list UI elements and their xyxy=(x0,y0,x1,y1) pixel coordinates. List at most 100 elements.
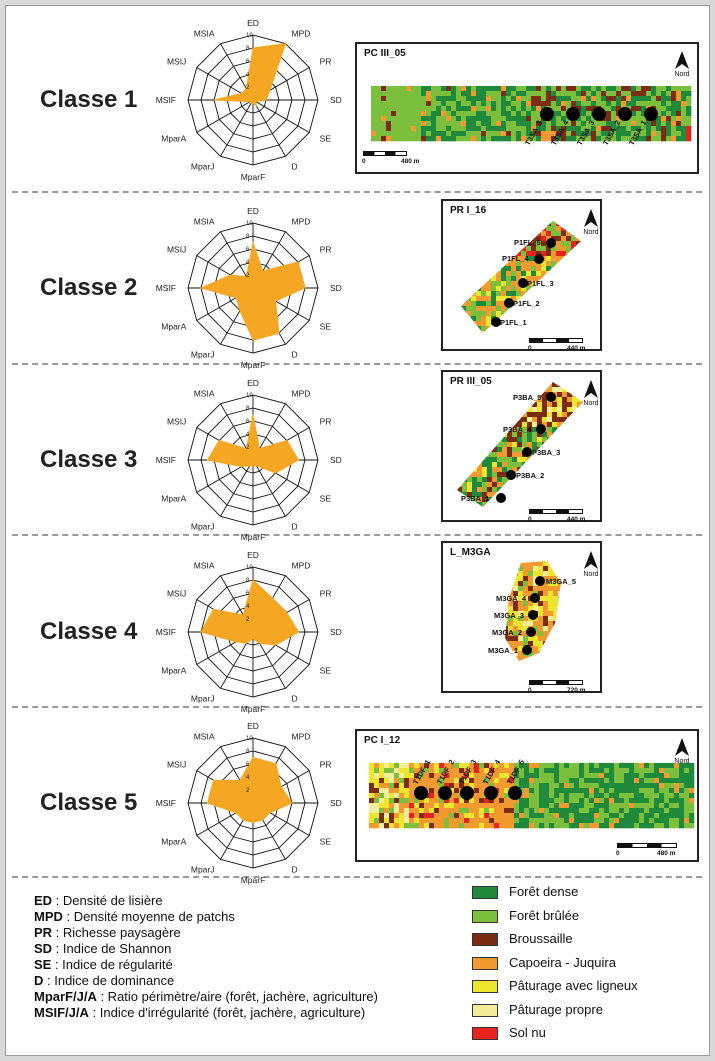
landcover-raster xyxy=(369,763,695,829)
radar-axis-label: PR xyxy=(320,57,332,67)
sampling-point xyxy=(526,627,536,637)
radar-data-area xyxy=(213,43,287,107)
radar-data-area xyxy=(199,240,306,341)
radar-axis-label: D xyxy=(292,694,298,704)
radar-axis-label: MparA xyxy=(161,837,186,847)
class-label: Classe 4 xyxy=(40,618,138,645)
legend-item-pasture-clean: Pâturage propre xyxy=(472,1001,702,1025)
legend-item-bare-soil: Sol nu xyxy=(472,1024,702,1048)
scale-label-end: 480 m xyxy=(657,850,676,857)
north-label: Nord xyxy=(674,71,690,78)
definition-item: MSIF/J/A : Indice d'irrégularité (forêt,… xyxy=(34,1005,366,1020)
row-separator xyxy=(12,363,702,365)
sampling-point xyxy=(535,576,545,586)
scale-bar xyxy=(363,151,407,156)
scale-bar xyxy=(617,843,677,848)
radar-spoke xyxy=(196,99,254,133)
legend-item-burnt-forest: Forêt brûlée xyxy=(472,907,702,931)
site-map: T1DF_1 T1DF_2 T1DF_3 T1DF_4 T1DF_5 PC I_12 Nor… xyxy=(355,729,699,862)
radar-axis-label: SE xyxy=(320,837,332,847)
scale-label-start: 0 xyxy=(616,850,620,857)
radar-axis-label: D xyxy=(292,162,298,172)
north-label: Nord xyxy=(674,758,690,765)
site-map-canvas: T3SA_5 T3SA_4 T3SA_3 T3SA_2 T3SA_1 xyxy=(371,51,692,147)
sampling-point xyxy=(540,107,554,121)
scale-label-start: 0 xyxy=(528,687,532,694)
sampling-point-label: P3BA_4 xyxy=(503,425,532,434)
radar-axis-label: D xyxy=(292,865,298,875)
radar-axis-label: PR xyxy=(320,245,332,255)
radar-axis-label: MparJ xyxy=(191,162,215,172)
radar-axis-label: ED xyxy=(247,18,259,28)
radar-axis-label: MPD xyxy=(292,731,311,741)
site-map: P3BA_5 P3BA_4 P3BA_3 P3BA_2 P3BA_1 PR III_05 N… xyxy=(441,370,602,523)
site-map-canvas: P1FL_5 P1FL_4 P1FL_3 P1FL_2 P1FL_1 xyxy=(461,209,598,333)
north-arrow-icon xyxy=(675,51,689,69)
sampling-point xyxy=(530,593,540,603)
radar-tick-label: 4 xyxy=(246,260,250,266)
radar-axis-label: SE xyxy=(320,322,332,332)
site-map-title: PC III_05 xyxy=(364,48,406,59)
radar-axis-label: ED xyxy=(247,721,259,731)
radar-axis-label: ED xyxy=(247,378,259,388)
radar-axis-label: SD xyxy=(330,455,342,465)
legend-label: Pâturage propre xyxy=(509,1001,603,1017)
north-arrow-icon xyxy=(675,738,689,756)
radar-tick-label: 2 xyxy=(246,617,250,623)
radar-axis-label: MparA xyxy=(161,134,186,144)
site-map: T3SA_5 T3SA_4 T3SA_3 T3SA_2 T3SA_1 PC III_05 N… xyxy=(355,42,699,174)
class-label: Classe 3 xyxy=(40,446,138,473)
radar-spoke xyxy=(220,99,254,157)
row-separator xyxy=(12,876,702,878)
radar-axis-label: MPD xyxy=(292,560,311,570)
radar-tick-label: 6 xyxy=(246,247,250,253)
radar-axis-label: MPD xyxy=(292,216,311,226)
sampling-point xyxy=(536,424,546,434)
scale-label-end: 440 m xyxy=(567,345,586,352)
sampling-point xyxy=(546,238,556,248)
sampling-point-label: M3GA_4 xyxy=(496,594,527,603)
legend-swatch xyxy=(472,933,498,946)
radar-axis-label: D xyxy=(292,350,298,360)
sampling-point xyxy=(460,786,474,800)
sampling-point xyxy=(484,786,498,800)
radar-axis-label: MSIA xyxy=(194,731,215,741)
sampling-point-label: M3GA_1 xyxy=(488,646,518,655)
legend-swatch xyxy=(472,1003,498,1017)
radar-tick-label: 2 xyxy=(246,788,250,794)
radar-axis-label: ED xyxy=(247,206,259,216)
sampling-point-label: P1FL_5 xyxy=(514,238,541,247)
radar-axis-label: MSIA xyxy=(194,28,215,38)
definition-item: ED : Densité de lisière xyxy=(34,893,163,908)
scale-label-end: 480 m xyxy=(401,158,420,165)
sampling-point-label: M3GA_5 xyxy=(546,577,576,586)
sampling-point xyxy=(592,107,606,121)
sampling-point-label: P1FL_3 xyxy=(527,279,554,288)
legend-label: Capoeira - Juquira xyxy=(509,954,616,970)
legend-label: Forêt brûlée xyxy=(509,907,580,923)
radar-chart: 2 4 6 8 10 ED MPD PR SD SE D MparF MparJ MparA MSIF MSI… xyxy=(156,18,342,182)
radar-axis-label: MSIA xyxy=(194,216,215,226)
sampling-point-label: P1FL_4 xyxy=(502,254,530,263)
radar-axis-label: MparJ xyxy=(191,522,215,532)
radar-axis-label: MSIF xyxy=(156,627,176,637)
radar-axis-label: MparF xyxy=(241,360,266,370)
legend-swatch xyxy=(472,956,498,970)
sampling-point xyxy=(506,470,516,480)
site-map: M3GA_5 M3GA_4 M3GA_3 M3GA_2 M3GA_1 L_M3GA Nord… xyxy=(441,541,602,694)
radar-axis-label: MSIJ xyxy=(167,57,186,67)
legend-item-dense-forest: Forêt dense xyxy=(472,883,702,907)
radar-chart: 2 4 6 8 10 ED MPD PR SD SE D MparF MparJ MparA MSIF MSI… xyxy=(156,378,342,542)
legend-swatch xyxy=(472,980,498,993)
site-map-title: L_M3GA xyxy=(450,547,491,558)
radar-axis-label: MparF xyxy=(241,532,266,542)
north-arrow-icon xyxy=(584,551,598,569)
radar-tick-label: 8 xyxy=(246,46,250,52)
radar-tick-label: 8 xyxy=(246,749,250,755)
radar-tick-label: 8 xyxy=(246,234,250,240)
sampling-point xyxy=(546,392,556,402)
radar-axis-label: MSIF xyxy=(156,455,176,465)
radar-data-area xyxy=(206,414,300,474)
north-label: Nord xyxy=(583,571,599,578)
definition-item: MparF/J/A : Ratio périmètre/aire (forêt,… xyxy=(34,989,378,1004)
